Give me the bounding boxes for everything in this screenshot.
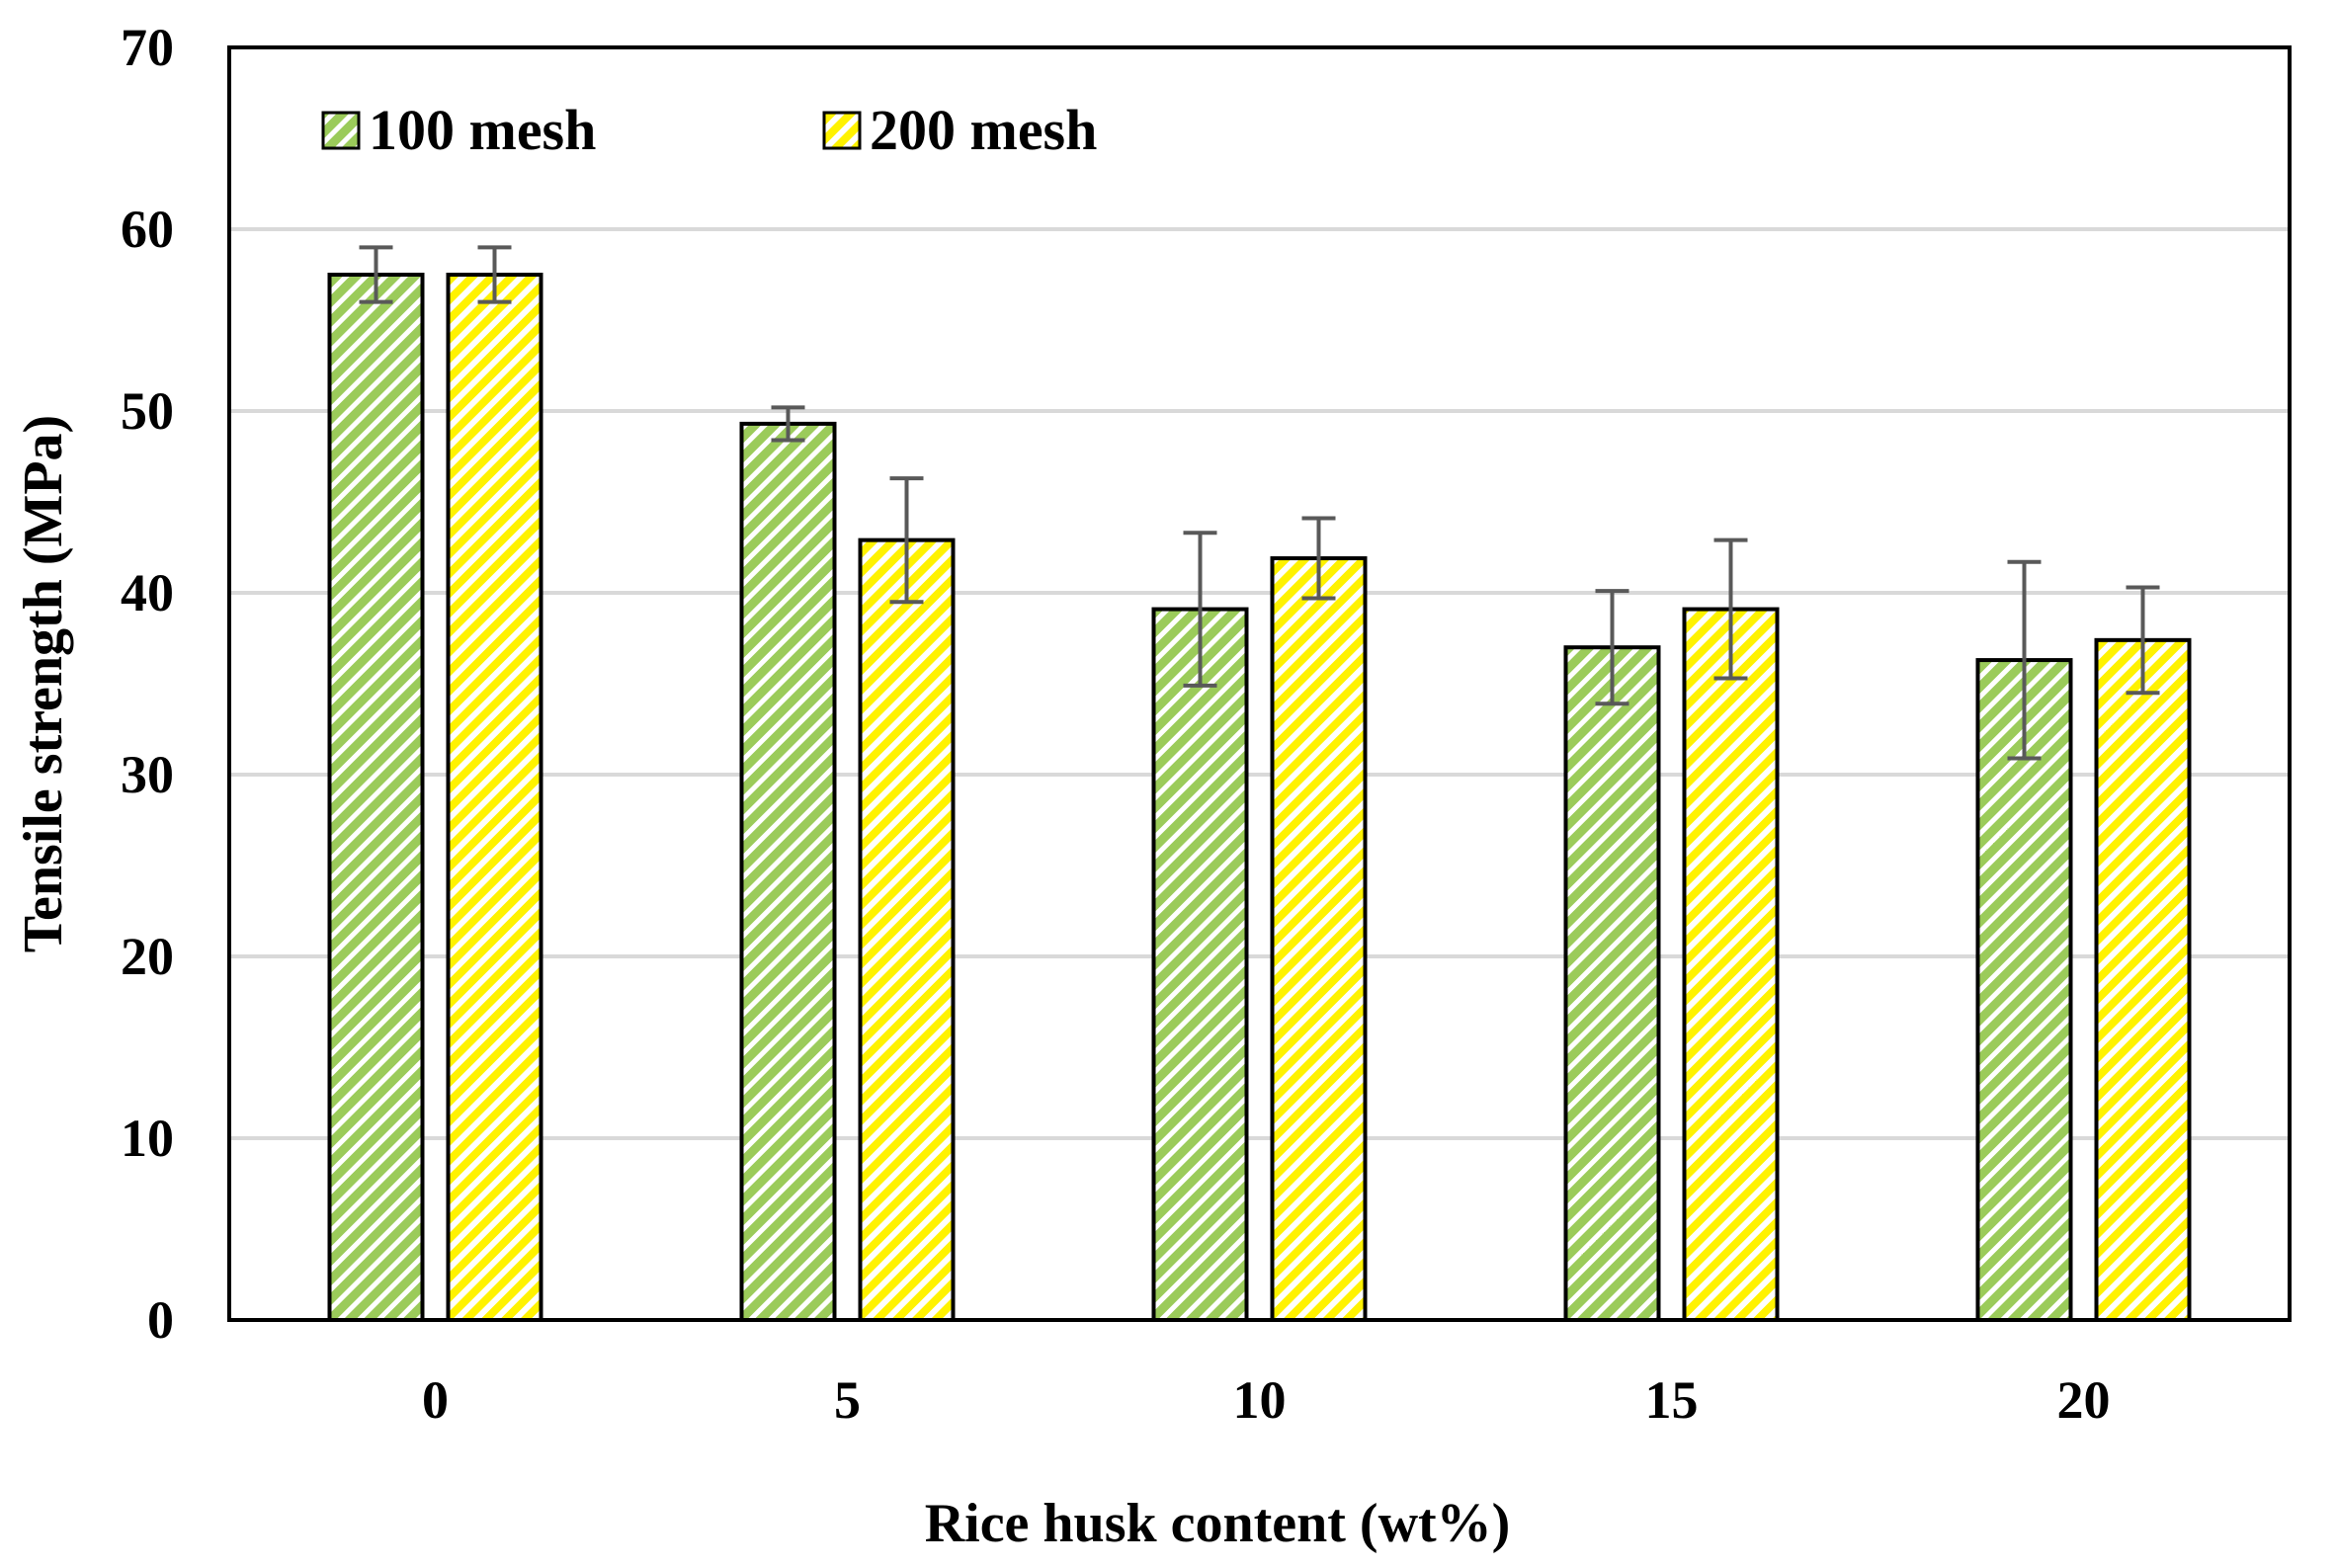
x-tick-label: 10 [1233, 1370, 1287, 1430]
x-axis-title: Rice husk content (wt%) [925, 1493, 1511, 1554]
x-tick-label: 0 [422, 1370, 449, 1430]
error-bar-100-mesh-20 [2007, 559, 2042, 761]
legend-swatch-100-mesh [321, 111, 361, 150]
y-tick-label: 40 [121, 563, 174, 622]
bar-200-mesh-0 [446, 273, 543, 1322]
error-bar-200-mesh-0 [477, 245, 512, 304]
error-bar-100-mesh-10 [1183, 531, 1217, 688]
error-bars [359, 245, 2160, 761]
error-bar-200-mesh-10 [1301, 516, 1336, 601]
y-tick-label: 20 [121, 927, 174, 986]
bar-100-mesh-0 [327, 273, 425, 1322]
error-bar-200-mesh-20 [2126, 585, 2160, 696]
bars [327, 273, 2192, 1322]
error-bar-200-mesh-5 [889, 476, 924, 605]
bar-200-mesh-10 [1270, 556, 1368, 1322]
error-bar-100-mesh-5 [771, 405, 805, 443]
legend-swatch-200-mesh [822, 111, 862, 150]
bar-200-mesh-20 [2094, 637, 2192, 1322]
error-bar-100-mesh-0 [359, 245, 393, 304]
error-bar-200-mesh-15 [1713, 537, 1748, 681]
bar-100-mesh-5 [739, 421, 837, 1322]
gridlines [229, 227, 2290, 1140]
x-tick-label: 15 [1645, 1370, 1699, 1430]
y-tick-label: 30 [121, 745, 174, 804]
y-tick-label: 0 [147, 1290, 174, 1350]
legend-label-100-mesh: 100 mesh [369, 98, 596, 162]
bar-100-mesh-10 [1151, 607, 1249, 1322]
y-tick-label: 60 [121, 200, 174, 259]
y-axis-title: Tensile strength (MPa) [13, 415, 74, 952]
y-tick-label: 10 [121, 1109, 174, 1168]
y-tick-label: 50 [121, 381, 174, 441]
x-tick-label: 20 [2057, 1370, 2111, 1430]
bar-200-mesh-5 [858, 537, 956, 1322]
plot-area-frame [227, 45, 2292, 1322]
x-tick-label: 5 [834, 1370, 861, 1430]
x-axis-ticks: 0 5 10 15 20 [422, 1370, 2111, 1430]
legend-label-200-mesh: 200 mesh [870, 98, 1097, 162]
bar-100-mesh-15 [1563, 645, 1661, 1322]
y-tick-label: 70 [121, 18, 174, 77]
error-bar-100-mesh-15 [1595, 589, 1629, 706]
bar-200-mesh-15 [1682, 607, 1780, 1322]
y-axis-ticks: 0 10 20 30 40 50 60 70 [121, 18, 174, 1350]
legend: 100 mesh 200 mesh [321, 98, 1097, 162]
